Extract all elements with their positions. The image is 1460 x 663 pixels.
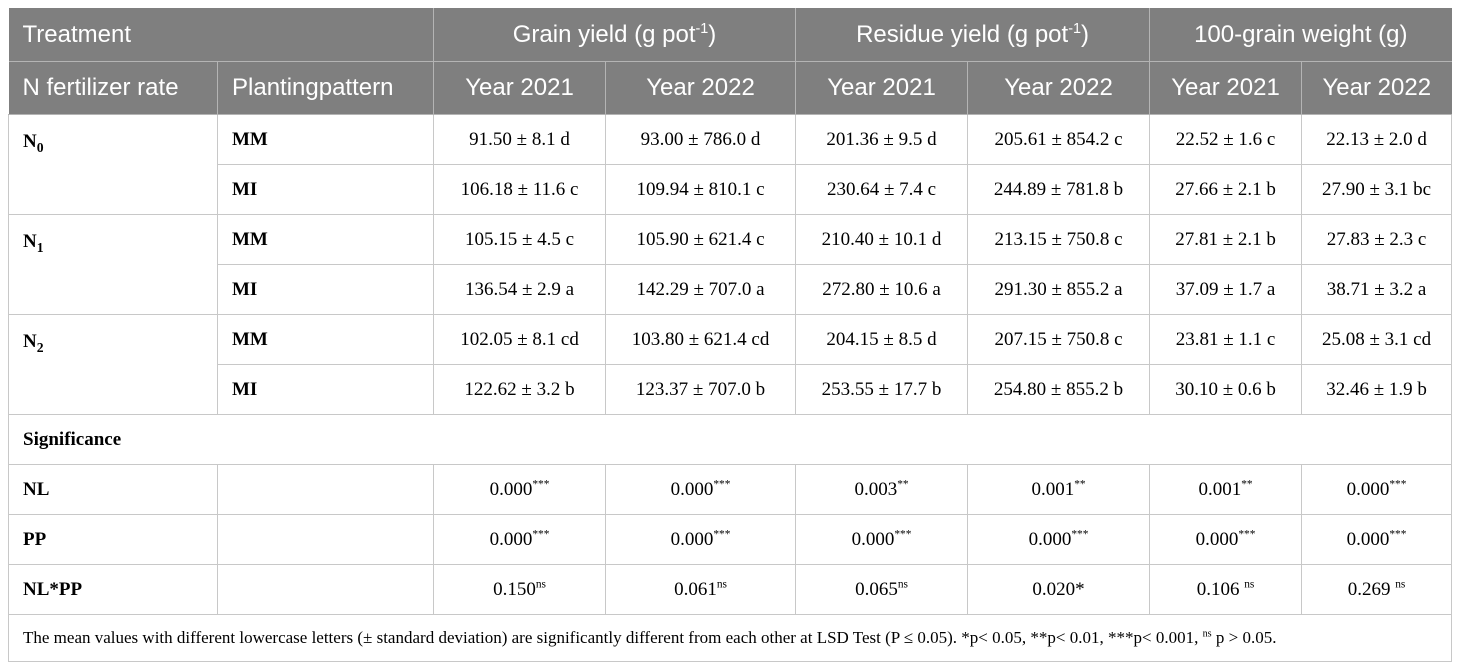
header-year: Year 2022 [605, 61, 797, 115]
significance-label: NL*PP [8, 564, 218, 615]
header-grain-weight: 100-grain weight (g) [1149, 8, 1452, 62]
results-table: Treatment Grain yield (g pot-1) Residue … [7, 8, 1453, 662]
significance-row: NL 0.000*** 0.000*** 0.003** 0.001** 0.0… [8, 464, 1453, 515]
pattern-cell: MM [216, 114, 435, 165]
pattern-cell: MM [216, 314, 435, 365]
empty-cell [216, 564, 435, 615]
p-value-cell: 0.001** [967, 464, 1151, 515]
value-cell: 123.37 ± 707.0 b [605, 364, 797, 415]
value-cell: 32.46 ± 1.9 b [1301, 364, 1453, 415]
table-row: N1 MM 105.15 ± 4.5 c 105.90 ± 621.4 c 21… [8, 214, 1453, 315]
header-n-rate: N fertilizer rate [8, 61, 218, 115]
value-cell: 105.15 ± 4.5 c [433, 214, 607, 265]
value-cell: 37.09 ± 1.7 a [1149, 264, 1303, 315]
value-cell: 27.83 ± 2.3 c [1301, 214, 1453, 265]
header-year: Year 2021 [1149, 61, 1303, 115]
empty-cell [216, 464, 435, 515]
p-value-cell: 0.003** [795, 464, 969, 515]
p-value-cell: 0.001** [1149, 464, 1303, 515]
p-value-cell: 0.000*** [795, 514, 969, 565]
value-cell: 102.05 ± 8.1 cd [433, 314, 607, 365]
value-cell: 27.90 ± 3.1 bc [1301, 164, 1453, 215]
p-value-cell: 0.000*** [433, 514, 607, 565]
table-row: N0 MM 91.50 ± 8.1 d 93.00 ± 786.0 d 201.… [8, 114, 1453, 215]
value-cell: 122.62 ± 3.2 b [433, 364, 607, 415]
table-row: N2 MM 102.05 ± 8.1 cd 103.80 ± 621.4 cd … [8, 314, 1453, 415]
value-cell: 106.18 ± 11.6 c [433, 164, 607, 215]
header-year: Year 2022 [967, 61, 1151, 115]
value-cell: 254.80 ± 855.2 b [967, 364, 1151, 415]
table-row: MI 122.62 ± 3.2 b 123.37 ± 707.0 b 253.5… [9, 364, 1453, 415]
n-rate-cell: N2 [8, 314, 218, 415]
value-cell: 23.81 ± 1.1 c [1149, 314, 1303, 365]
significance-title-row: Significance [7, 414, 1453, 465]
p-value-cell: 0.000*** [967, 514, 1151, 565]
footnote-row: The mean values with different lowercase… [7, 614, 1453, 662]
header-residue-yield: Residue yield (g pot-1) [795, 8, 1151, 62]
n-rate-cell: N0 [8, 114, 218, 215]
n-rate-cell: N1 [8, 214, 218, 315]
p-value-cell: 0.000*** [605, 514, 797, 565]
p-value-cell: 0.065ns [795, 564, 969, 615]
pattern-cell: MM [216, 214, 435, 265]
header-treatment: Treatment [8, 8, 435, 62]
p-value-cell: 0.000*** [1149, 514, 1303, 565]
value-cell: 272.80 ± 10.6 a [795, 264, 969, 315]
significance-row: PP 0.000*** 0.000*** 0.000*** 0.000*** 0… [8, 514, 1453, 565]
header-year: Year 2022 [1301, 61, 1452, 115]
significance-label: NL [8, 464, 218, 515]
value-cell: 93.00 ± 786.0 d [605, 114, 797, 165]
p-value-cell: 0.000*** [1301, 514, 1453, 565]
value-cell: 105.90 ± 621.4 c [605, 214, 797, 265]
pattern-cell: MI [216, 264, 435, 315]
value-cell: 253.55 ± 17.7 b [795, 364, 969, 415]
table-row: MI 106.18 ± 11.6 c 109.94 ± 810.1 c 230.… [9, 164, 1453, 215]
value-cell: 27.81 ± 2.1 b [1149, 214, 1303, 265]
value-cell: 22.13 ± 2.0 d [1301, 114, 1453, 165]
value-cell: 136.54 ± 2.9 a [433, 264, 607, 315]
value-cell: 291.30 ± 855.2 a [967, 264, 1151, 315]
value-cell: 213.15 ± 750.8 c [967, 214, 1151, 265]
value-cell: 201.36 ± 9.5 d [795, 114, 969, 165]
value-cell: 204.15 ± 8.5 d [795, 314, 969, 365]
empty-cell [216, 514, 435, 565]
value-cell: 244.89 ± 781.8 b [967, 164, 1151, 215]
value-cell: 207.15 ± 750.8 c [967, 314, 1151, 365]
value-cell: 38.71 ± 3.2 a [1301, 264, 1453, 315]
p-value-cell: 0.000*** [1301, 464, 1453, 515]
p-value-cell: 0.000*** [433, 464, 607, 515]
header-planting-pattern: Plantingpattern [217, 61, 435, 115]
pattern-cell: MI [216, 164, 435, 215]
value-cell: 30.10 ± 0.6 b [1149, 364, 1303, 415]
header-year: Year 2021 [433, 61, 607, 115]
significance-title: Significance [7, 414, 1453, 465]
p-value-cell: 0.000*** [605, 464, 797, 515]
value-cell: 27.66 ± 2.1 b [1149, 164, 1303, 215]
significance-label: PP [8, 514, 218, 565]
value-cell: 109.94 ± 810.1 c [605, 164, 797, 215]
significance-row: NL*PP 0.150ns 0.061ns 0.065ns 0.020* 0.1… [8, 564, 1453, 615]
p-value-cell: 0.106 ns [1149, 564, 1303, 615]
value-cell: 91.50 ± 8.1 d [433, 114, 607, 165]
p-value-cell: 0.150ns [433, 564, 607, 615]
value-cell: 205.61 ± 854.2 c [967, 114, 1151, 165]
table-row: MI 136.54 ± 2.9 a 142.29 ± 707.0 a 272.8… [9, 264, 1453, 315]
value-cell: 230.64 ± 7.4 c [795, 164, 969, 215]
value-cell: 22.52 ± 1.6 c [1149, 114, 1303, 165]
value-cell: 142.29 ± 707.0 a [605, 264, 797, 315]
header-grain-yield: Grain yield (g pot-1) [433, 8, 797, 62]
p-value-cell: 0.269 ns [1301, 564, 1453, 615]
value-cell: 210.40 ± 10.1 d [795, 214, 969, 265]
pattern-cell: MI [216, 364, 435, 415]
value-cell: 103.80 ± 621.4 cd [605, 314, 797, 365]
p-value-cell: 0.020* [967, 564, 1151, 615]
header-year: Year 2021 [795, 61, 969, 115]
value-cell: 25.08 ± 3.1 cd [1301, 314, 1453, 365]
table-footnote: The mean values with different lowercase… [7, 614, 1453, 662]
p-value-cell: 0.061ns [605, 564, 797, 615]
